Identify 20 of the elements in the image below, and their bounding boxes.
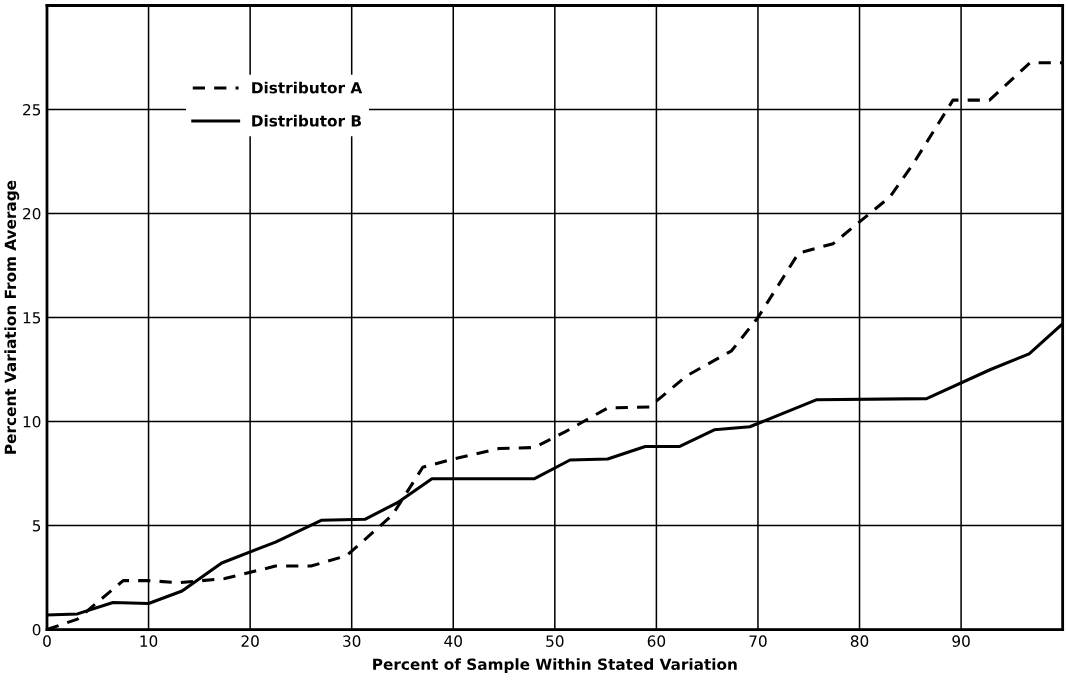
x-axis-title: Percent of Sample Within Stated Variation bbox=[373, 658, 737, 673]
x-tick-label: 50 bbox=[546, 635, 564, 647]
y-tick-label: 15 bbox=[23, 312, 41, 324]
x-tick-label: 60 bbox=[647, 635, 666, 647]
x-tick-label: 70 bbox=[749, 635, 767, 647]
x-tick-label: 20 bbox=[241, 635, 259, 647]
y-tick-label: 0 bbox=[32, 623, 41, 636]
x-tick-label: 0 bbox=[43, 635, 51, 647]
x-tick-label: 10 bbox=[140, 635, 158, 647]
y-tick-label: 5 bbox=[32, 520, 41, 532]
x-tick-label: 90 bbox=[952, 635, 970, 647]
x-tick-label: 30 bbox=[343, 635, 361, 647]
x-tick-label: 80 bbox=[850, 635, 869, 647]
x-tick-label: 40 bbox=[444, 635, 462, 647]
y-tick-label: 10 bbox=[23, 415, 41, 428]
legend-label: Distributor A bbox=[252, 81, 363, 94]
y-tick-label: 20 bbox=[23, 207, 41, 220]
y-tick-label: 25 bbox=[23, 103, 41, 116]
y-axis-title: Percent Variation From Average bbox=[4, 180, 20, 454]
legend-label: Distributor B bbox=[252, 114, 361, 127]
